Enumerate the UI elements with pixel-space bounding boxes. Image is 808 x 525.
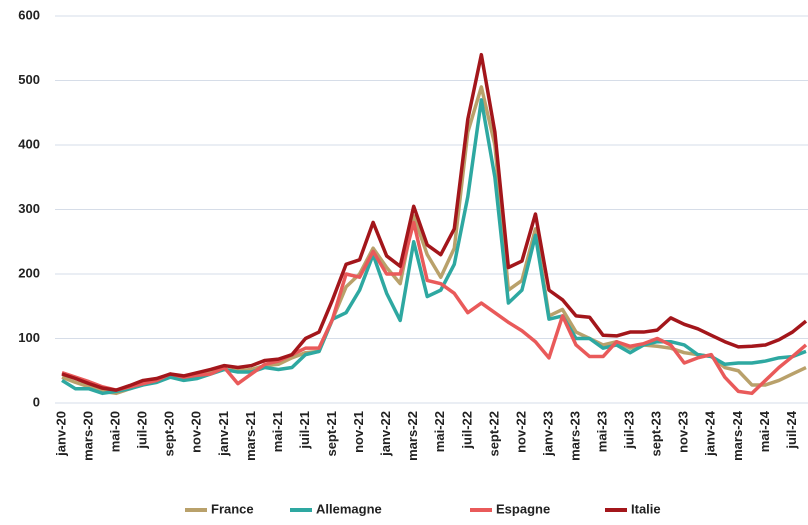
y-tick-label: 600 [18,7,40,22]
x-tick-label: sept-22 [486,411,501,457]
y-tick-label: 100 [18,330,40,345]
x-tick-label: mai-22 [432,411,447,452]
series-line [61,85,807,396]
y-tick-label: 400 [18,136,40,151]
y-tick-label: 0 [33,394,40,409]
x-tick-label: juil-24 [784,410,799,449]
legend-label: Espagne [496,501,550,516]
legend-label: France [211,501,254,516]
x-tick-label: mars-22 [405,411,420,461]
x-tick-label: mars-24 [730,410,745,461]
x-tick-label: juil-23 [622,411,637,450]
x-tick-label: janv-22 [378,411,393,457]
x-tick-label: juil-22 [459,411,474,450]
x-tick-label: mai-20 [108,411,123,452]
y-tick-label: 200 [18,265,40,280]
y-tick-label: 500 [18,72,40,87]
x-tick-label: nov-21 [351,411,366,453]
x-tick-label: nov-22 [513,411,528,453]
x-tick-label: mai-24 [757,410,772,452]
x-tick-label: nov-23 [676,411,691,453]
x-tick-label: janv-21 [216,411,231,457]
x-tick-label: juil-21 [297,411,312,450]
x-tick-label: mars-20 [80,411,95,461]
series-line [61,98,807,396]
legend-label: Allemagne [316,501,382,516]
x-tick-label: mars-23 [567,411,582,461]
x-tick-label: mars-21 [243,411,258,461]
x-tick-label: janv-20 [53,411,68,457]
y-tick-label: 300 [18,201,40,216]
x-tick-label: sept-21 [324,411,339,457]
x-tick-label: juil-20 [135,411,150,450]
x-tick-label: sept-20 [162,411,177,457]
x-tick-label: janv-23 [540,411,555,457]
series-line [61,52,808,392]
x-tick-label: mai-21 [270,411,285,452]
x-tick-label: janv-24 [703,410,718,457]
legend-label: Italie [631,501,661,516]
x-tick-label: mai-23 [595,411,610,452]
x-tick-label: sept-23 [649,411,664,457]
x-tick-label: nov-20 [189,411,204,453]
